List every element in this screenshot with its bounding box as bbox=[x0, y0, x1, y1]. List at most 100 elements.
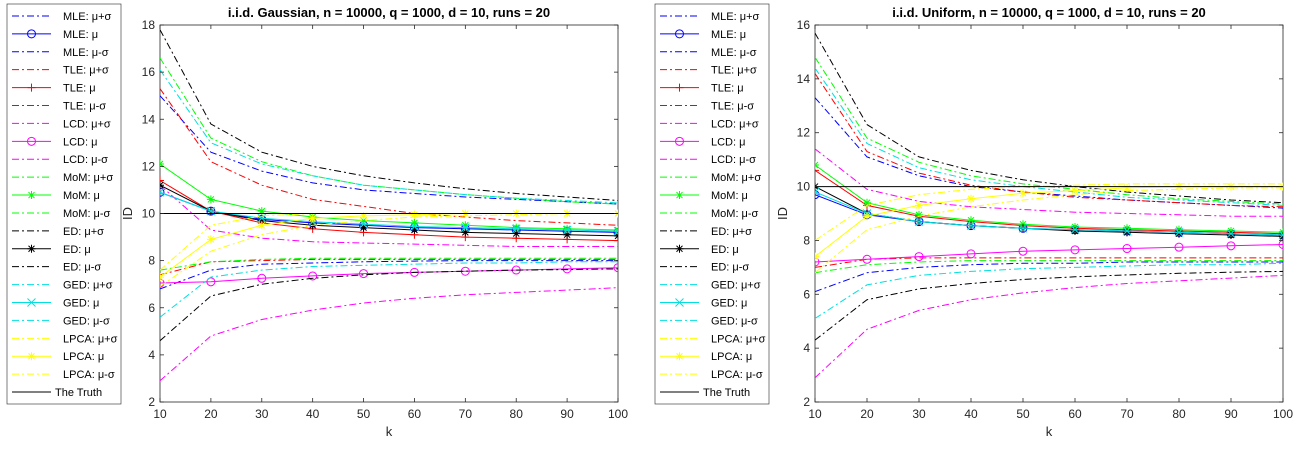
series-line bbox=[815, 270, 1283, 341]
legend-label: GED: μ bbox=[711, 298, 747, 310]
series-mom-mu-minus-sigma bbox=[160, 257, 618, 271]
series-line bbox=[815, 183, 1283, 241]
marker-x bbox=[562, 225, 572, 235]
legend-item-mle-mu: MLE: μ bbox=[12, 29, 98, 41]
marker-asterisk bbox=[359, 223, 368, 232]
legend-label: ED: μ-σ bbox=[711, 262, 749, 274]
legend-item-lpca-mu: LPCA: μ bbox=[660, 351, 752, 363]
marker-asterisk bbox=[563, 224, 572, 233]
marker-asterisk bbox=[461, 221, 470, 230]
series-line bbox=[815, 261, 1283, 293]
marker-circle bbox=[562, 264, 572, 274]
marker-circle bbox=[359, 269, 369, 279]
legend-item-ed-mu-plus-sigma: ED: μ+σ bbox=[12, 226, 104, 238]
x-tick-label: 30 bbox=[255, 407, 269, 421]
marker-asterisk bbox=[1227, 227, 1235, 236]
marker-plus bbox=[675, 83, 684, 92]
legend: MLE: μ+σ MLE: μ MLE: μ-σ TLE: μ+σ TLE: μ TLE:… bbox=[6, 3, 122, 405]
y-tick-label: 2 bbox=[148, 395, 155, 409]
series-line bbox=[815, 73, 1283, 208]
legend-item-lcd-mu: LCD: μ bbox=[660, 136, 745, 148]
legend-item-lpca-mu-plus-sigma: LPCA: μ+σ bbox=[660, 333, 766, 345]
marker-circle bbox=[1070, 245, 1080, 255]
legend-item-tle-mu: TLE: μ bbox=[12, 83, 96, 95]
legend-item-ged-mu-plus-sigma: GED: μ+σ bbox=[660, 280, 761, 292]
marker-asterisk bbox=[1019, 189, 1027, 198]
marker-circle bbox=[206, 277, 216, 287]
marker-x bbox=[27, 298, 36, 307]
legend-item-ed-mu-plus-sigma: ED: μ+σ bbox=[660, 226, 752, 238]
y-tick-label: 8 bbox=[148, 254, 155, 268]
marker-circle bbox=[966, 249, 976, 259]
marker-asterisk bbox=[1019, 220, 1027, 229]
marker-x bbox=[511, 224, 521, 234]
marker-asterisk bbox=[410, 225, 419, 234]
series-lcd-mu bbox=[815, 239, 1283, 267]
legend-label: GED: μ+σ bbox=[63, 280, 113, 292]
series-line bbox=[160, 88, 618, 226]
marker-asterisk bbox=[461, 228, 470, 237]
marker-asterisk bbox=[675, 244, 684, 253]
series-line bbox=[160, 268, 618, 342]
x-tick-label: 90 bbox=[1224, 407, 1238, 421]
series-line bbox=[160, 261, 618, 318]
x-tick-label: 30 bbox=[912, 407, 926, 421]
legend-item-ged-mu: GED: μ bbox=[660, 298, 747, 310]
legend-item-mom-mu: MoM: μ bbox=[660, 190, 748, 202]
legend-item-lpca-mu: LPCA: μ bbox=[12, 351, 104, 363]
series-group bbox=[160, 29, 618, 382]
marker-asterisk bbox=[206, 195, 215, 204]
chart-title: i.i.d. Gaussian, n = 10000, q = 1000, d … bbox=[228, 5, 550, 20]
marker-circle bbox=[27, 29, 36, 39]
legend-label: The Truth bbox=[703, 387, 750, 399]
marker-asterisk bbox=[967, 216, 975, 225]
x-tick-label: 10 bbox=[153, 407, 167, 421]
series-ed-mu-minus-sigma bbox=[160, 268, 618, 342]
marker-asterisk bbox=[675, 352, 684, 361]
marker-x bbox=[675, 298, 684, 307]
legend-label: MLE: μ+σ bbox=[711, 11, 759, 23]
marker-circle bbox=[914, 252, 924, 262]
marker-asterisk bbox=[257, 207, 266, 216]
marker-x bbox=[613, 226, 618, 236]
marker-x bbox=[1070, 225, 1080, 235]
series-line bbox=[160, 95, 618, 205]
y-tick-label: 4 bbox=[803, 341, 810, 355]
marker-asterisk bbox=[915, 201, 923, 210]
legend-item-tle-mu-plus-sigma: TLE: μ+σ bbox=[12, 65, 109, 77]
series-line bbox=[815, 191, 1283, 236]
marker-asterisk bbox=[27, 244, 36, 253]
y-tick-label: 16 bbox=[142, 65, 156, 79]
series-lpca-mu-minus-sigma bbox=[160, 213, 618, 287]
y-tick-label: 10 bbox=[797, 180, 811, 194]
y-tick-label: 14 bbox=[142, 112, 156, 126]
marker-circle bbox=[613, 227, 618, 237]
legend-label: MoM: μ-σ bbox=[711, 208, 759, 220]
legend-label: LPCA: μ bbox=[63, 351, 104, 363]
legend-item-ed-mu-minus-sigma: ED: μ-σ bbox=[660, 262, 749, 274]
x-tick-label: 60 bbox=[1068, 407, 1082, 421]
x-tick-label: 60 bbox=[408, 407, 422, 421]
marker-circle bbox=[1226, 241, 1236, 251]
legend-label: ED: μ bbox=[711, 244, 739, 256]
marker-asterisk bbox=[815, 252, 819, 261]
series-lcd-mu-plus-sigma bbox=[815, 148, 1283, 217]
y-tick-label: 10 bbox=[142, 207, 156, 221]
y-tick-label: 18 bbox=[142, 18, 156, 32]
marker-circle bbox=[675, 29, 684, 39]
legend-label: MLE: μ+σ bbox=[63, 11, 111, 23]
marker-asterisk bbox=[815, 161, 819, 170]
legend-label: TLE: μ-σ bbox=[63, 101, 106, 113]
legend-label: MoM: μ bbox=[711, 190, 748, 202]
legend-label: GED: μ bbox=[63, 298, 99, 310]
plot-area bbox=[814, 24, 1284, 403]
marker-x bbox=[966, 221, 976, 230]
series-ged-mu-minus-sigma bbox=[815, 262, 1283, 319]
marker-asterisk bbox=[160, 181, 164, 190]
marker-x bbox=[1226, 229, 1236, 239]
legend-label: MoM: μ bbox=[63, 190, 100, 202]
marker-x bbox=[815, 187, 820, 197]
marker-x bbox=[359, 219, 368, 229]
series-lpca-mu-minus-sigma bbox=[815, 187, 1283, 274]
legend-label: MoM: μ+σ bbox=[711, 172, 761, 184]
